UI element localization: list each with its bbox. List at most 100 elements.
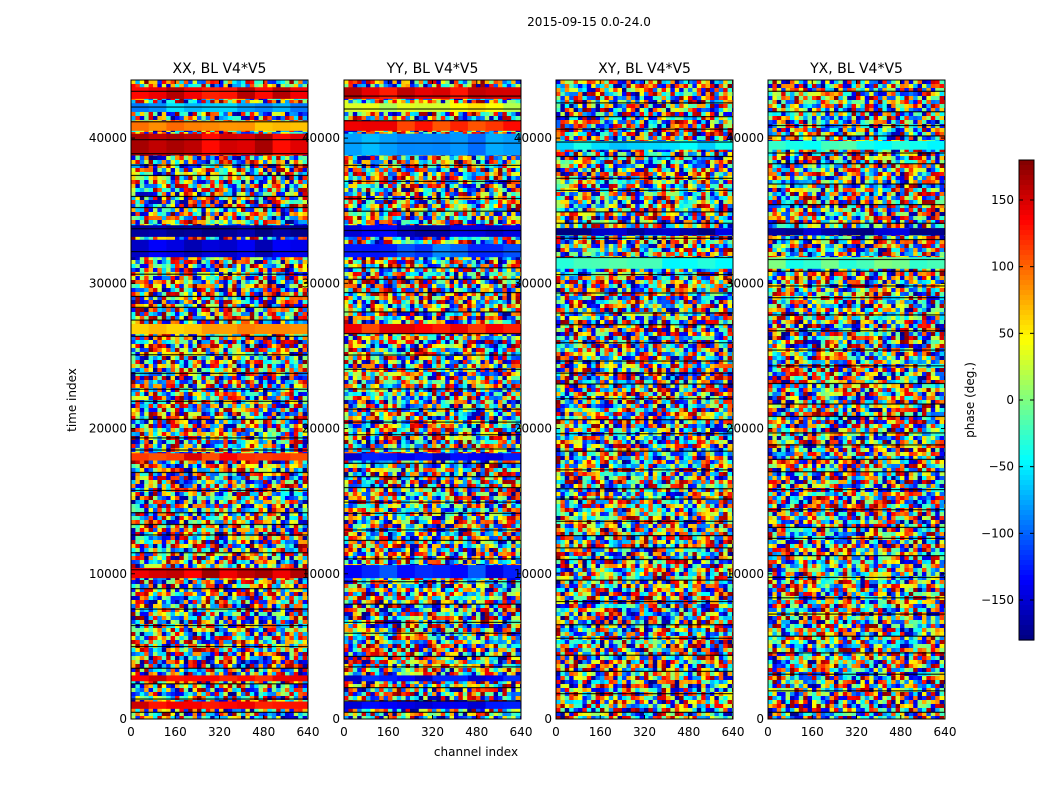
phase-band [131, 453, 308, 461]
phase-band [344, 675, 521, 682]
flag-line [768, 555, 945, 557]
flag-line [344, 421, 521, 423]
y-tick-label: 10000 [89, 567, 127, 581]
colorbar-step [1019, 475, 1034, 481]
colorbar-step [1019, 350, 1034, 356]
y-tick-label: 40000 [514, 131, 552, 145]
flag-line [768, 382, 945, 385]
colorbar-step [1019, 185, 1034, 191]
panel-title: YY, BL V4*V5 [386, 61, 479, 77]
flag-line [131, 608, 308, 610]
flag-line [131, 588, 308, 590]
colorbar-step [1019, 315, 1034, 321]
flag-line [131, 711, 308, 713]
flag-line [131, 174, 308, 177]
flag-line [131, 90, 308, 92]
flag-line [344, 529, 521, 531]
flag-line [556, 711, 733, 713]
flag-line [556, 312, 733, 314]
colorbar-step [1019, 570, 1034, 576]
flag-line [768, 204, 945, 206]
colorbar-step [1019, 200, 1034, 206]
colorbar-step [1019, 320, 1034, 326]
flag-line [131, 195, 308, 198]
x-tick-label: 640 [934, 725, 957, 739]
colorbar-step [1019, 585, 1034, 591]
colorbar-step [1019, 205, 1034, 211]
colorbar-step [1019, 280, 1034, 286]
y-tick-label: 0 [332, 712, 340, 726]
colorbar-step [1019, 395, 1034, 401]
colorbar: −150 −100 −50 0 50 100 150 [981, 159, 1035, 641]
panel-title: XY, BL V4*V5 [598, 61, 691, 77]
colorbar-step [1019, 225, 1034, 231]
flag-line [556, 670, 733, 672]
flag-line [131, 228, 308, 230]
colorbar-step [1019, 400, 1034, 406]
flag-line [768, 711, 945, 713]
colorbar-tick-label: 100 [991, 260, 1014, 274]
colorbar-step [1019, 175, 1034, 181]
x-tick-label: 480 [889, 725, 912, 739]
colorbar-step [1019, 410, 1034, 416]
flag-line [131, 400, 308, 402]
panel-1: XX, BL V4*V5 0 160 320 480 640 0 10000 20000 3000… [89, 61, 320, 739]
flag-line [344, 291, 521, 294]
flag-line [768, 526, 945, 529]
colorbar-step [1019, 345, 1034, 351]
flag-line [556, 693, 733, 695]
flag-line [768, 297, 945, 299]
colorbar-step [1019, 375, 1034, 381]
panel-4: YX, BL V4*V5 0 160 320 480 640 0 10000 20000 3000… [726, 61, 957, 739]
colorbar-step [1019, 170, 1034, 176]
colorbar-step [1019, 240, 1034, 246]
flag-line [344, 180, 521, 182]
flag-line [768, 690, 945, 692]
flag-line [344, 621, 521, 623]
flag-line [131, 698, 308, 700]
colorbar-step [1019, 380, 1034, 386]
flag-line [768, 597, 945, 599]
panel-2: YY, BL V4*V5 0 160 320 480 640 0 10000 20000 3000… [302, 61, 533, 739]
y-tick-label: 10000 [302, 567, 340, 581]
flag-line [131, 569, 308, 571]
flag-line [131, 354, 308, 356]
colorbar-step [1019, 610, 1034, 616]
colorbar-step [1019, 335, 1034, 341]
x-tick-label: 160 [589, 725, 612, 739]
flag-line [768, 270, 945, 272]
flag-line [768, 444, 945, 446]
colorbar-step [1019, 620, 1034, 626]
y-axis-label: time index [65, 368, 79, 432]
x-tick-label: 480 [677, 725, 700, 739]
flag-line [344, 197, 521, 200]
colorbar-step [1019, 600, 1034, 606]
flag-line [344, 558, 521, 560]
flag-line [556, 488, 733, 490]
flag-line [344, 700, 521, 702]
flag-line [344, 368, 521, 370]
flag-line [768, 163, 945, 165]
flag-line [768, 415, 945, 418]
colorbar-step [1019, 535, 1034, 541]
flag-line [556, 342, 733, 344]
flag-line [556, 498, 733, 500]
heatmap-image [344, 80, 521, 719]
flag-line [344, 388, 521, 390]
phase-band [344, 133, 521, 156]
flag-line [344, 142, 521, 144]
phase-band [344, 701, 521, 709]
flag-line [344, 108, 521, 110]
flag-line [344, 354, 521, 356]
colorbar-tick-label: 150 [991, 193, 1014, 207]
colorbar-step [1019, 430, 1034, 436]
colorbar-step [1019, 590, 1034, 596]
colorbar-tick-label: 50 [999, 326, 1014, 340]
heatmap-image [131, 80, 308, 719]
flag-line [556, 520, 733, 522]
colorbar-step [1019, 385, 1034, 391]
phase-band [556, 228, 733, 236]
phase-band [344, 323, 521, 335]
colorbar-step [1019, 465, 1034, 471]
phase-band [131, 120, 308, 131]
